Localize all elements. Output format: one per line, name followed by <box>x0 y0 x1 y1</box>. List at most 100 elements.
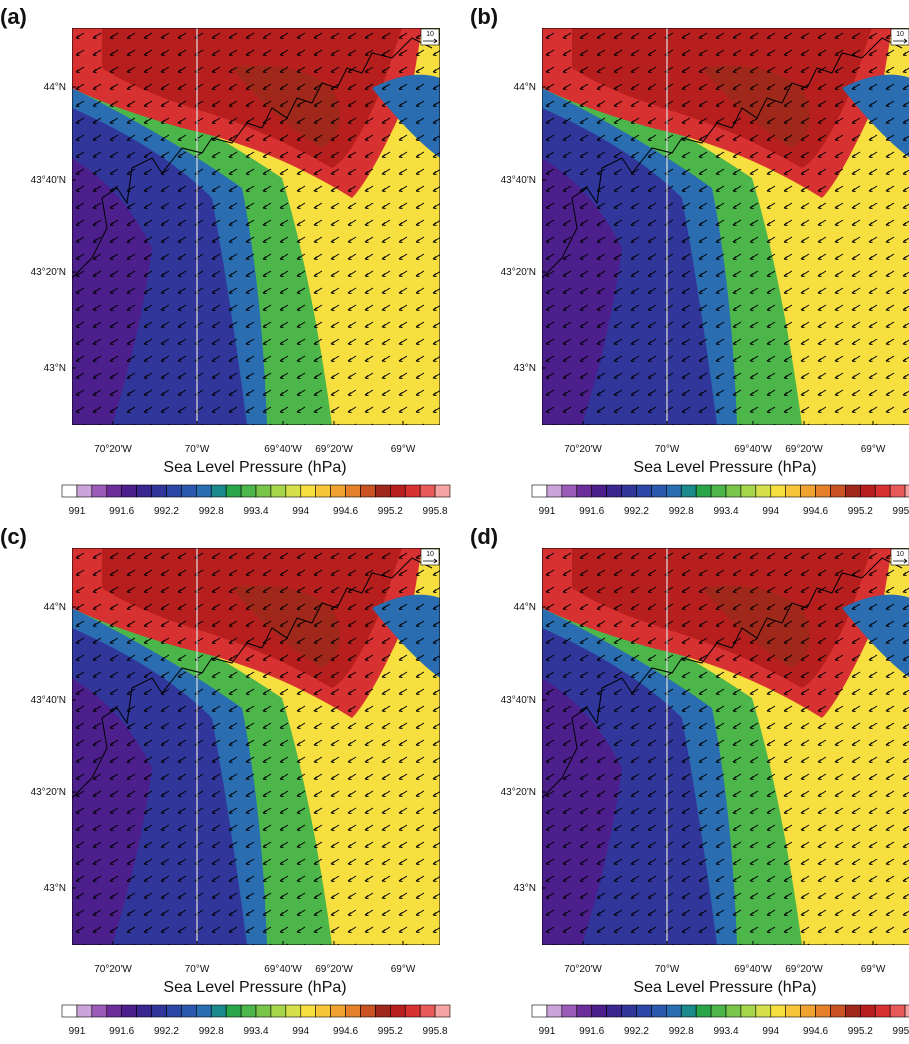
colorbar-box <box>666 484 682 498</box>
colorbar-label: 994.6 <box>333 1026 358 1037</box>
colorbar-box <box>755 484 772 498</box>
lon-tick-label: 70°20'W <box>94 964 132 975</box>
lon-tick-label: 69°20'W <box>785 444 823 455</box>
colorbar-box <box>710 484 727 498</box>
lat-tick-label: 44°N <box>514 82 536 93</box>
colorbar-box <box>166 1004 182 1018</box>
colorbar-label: 995.2 <box>848 1026 873 1037</box>
vector-ref-arrow <box>893 558 908 564</box>
colorbar-box <box>270 1004 287 1018</box>
colorbar-box <box>390 484 406 498</box>
colorbar-box <box>561 1004 578 1018</box>
colorbar-box <box>770 484 786 498</box>
colorbar-label: 991 <box>69 506 86 517</box>
lat-tick-label: 43°N <box>514 363 536 374</box>
lat-tick-label: 43°20'N <box>31 267 66 278</box>
colorbar-box <box>240 1004 257 1018</box>
map-field <box>72 28 440 425</box>
panel-label: (d) <box>470 524 498 549</box>
colorbar-label: 993.4 <box>713 506 738 517</box>
colorbar-box <box>576 1004 592 1018</box>
lat-tick-label: 43°40'N <box>501 175 536 186</box>
lon-tick-label: 70°W <box>185 444 210 455</box>
colorbar-label: 991.6 <box>579 1026 604 1037</box>
colorbar-label: 993.4 <box>243 1026 268 1037</box>
colorbar-label: 994 <box>762 506 779 517</box>
colorbar-box <box>755 1004 772 1018</box>
colorbar-box <box>240 484 257 498</box>
colorbar-label: 994.6 <box>803 506 828 517</box>
colorbar-box <box>300 484 316 498</box>
lon-tick-label: 69°40'W <box>264 964 302 975</box>
colorbar-box <box>621 484 637 498</box>
lat-tick-label: 43°40'N <box>501 695 536 706</box>
colorbar-box <box>591 1004 607 1018</box>
colorbar-box <box>576 484 592 498</box>
lon-tick-label: 69°W <box>391 444 416 455</box>
colorbar-box <box>210 1004 227 1018</box>
colorbar-box <box>770 1004 786 1018</box>
vector-ref-label: 10 <box>896 31 904 38</box>
colorbar-box <box>225 1004 242 1018</box>
lon-tick-label: 69°20'W <box>785 964 823 975</box>
colorbar-box <box>874 484 891 498</box>
colorbar-label: 991 <box>539 1026 556 1037</box>
lon-tick-label: 70°20'W <box>564 964 602 975</box>
colorbar-box <box>136 484 152 498</box>
lat-tick-label: 43°40'N <box>31 175 66 186</box>
colorbar-box <box>106 484 122 498</box>
map-field <box>542 548 909 945</box>
lon-tick-label: 69°40'W <box>734 964 772 975</box>
colorbar-box <box>345 1004 361 1018</box>
vector-ref-arrow <box>893 38 908 44</box>
colorbar-box <box>651 484 667 498</box>
colorbar-label: 992.8 <box>669 506 694 517</box>
colorbar-box <box>61 1004 78 1018</box>
lon-tick-label: 70°20'W <box>94 444 132 455</box>
colorbar-box <box>360 484 376 498</box>
lat-tick-label: 43°N <box>44 363 66 374</box>
colorbar-box <box>531 484 548 498</box>
lon-tick-label: 69°40'W <box>264 444 302 455</box>
panel-label: (c) <box>0 524 27 549</box>
lon-tick-label: 70°W <box>655 964 680 975</box>
colorbar-box <box>845 484 861 498</box>
vector-ref-arrow <box>423 38 438 44</box>
lat-tick-label: 44°N <box>514 602 536 613</box>
colorbar-box <box>785 1004 801 1018</box>
colorbar-box <box>345 484 361 498</box>
colorbar-box <box>725 1004 742 1018</box>
colorbar-label: 994 <box>292 506 309 517</box>
colorbar-box <box>695 484 712 498</box>
colorbar-box <box>151 1004 167 1018</box>
colorbar-label: 995.2 <box>378 1026 403 1037</box>
x-axis-label: Sea Level Pressure (hPa) <box>163 459 346 476</box>
lat-tick-label: 43°20'N <box>501 787 536 798</box>
colorbar-label: 991.6 <box>109 506 134 517</box>
colorbar-box <box>680 1004 697 1018</box>
colorbar-box <box>636 484 652 498</box>
colorbar-box <box>434 484 451 498</box>
vector-ref-label: 10 <box>896 551 904 558</box>
colorbar-box <box>830 484 846 498</box>
colorbar-box <box>210 484 227 498</box>
colorbar-box <box>606 1004 622 1018</box>
lon-tick-label: 70°20'W <box>564 444 602 455</box>
lon-tick-label: 70°W <box>655 444 680 455</box>
colorbar-box <box>800 484 816 498</box>
colorbar-box <box>419 484 436 498</box>
colorbar-label: 995.8 <box>893 506 909 517</box>
colorbar-box <box>591 484 607 498</box>
colorbar-box <box>621 1004 637 1018</box>
lon-tick-label: 70°W <box>185 964 210 975</box>
colorbar-box <box>300 1004 316 1018</box>
colorbar-box <box>680 484 697 498</box>
colorbar-box <box>196 1004 212 1018</box>
colorbar-label: 995.8 <box>423 506 448 517</box>
lon-tick-label: 69°W <box>861 964 886 975</box>
colorbar-label: 992.2 <box>154 1026 179 1037</box>
colorbar-box <box>181 484 197 498</box>
colorbar-label: 994 <box>762 1026 779 1037</box>
lat-tick-label: 43°40'N <box>31 695 66 706</box>
colorbar-box <box>76 1004 93 1018</box>
